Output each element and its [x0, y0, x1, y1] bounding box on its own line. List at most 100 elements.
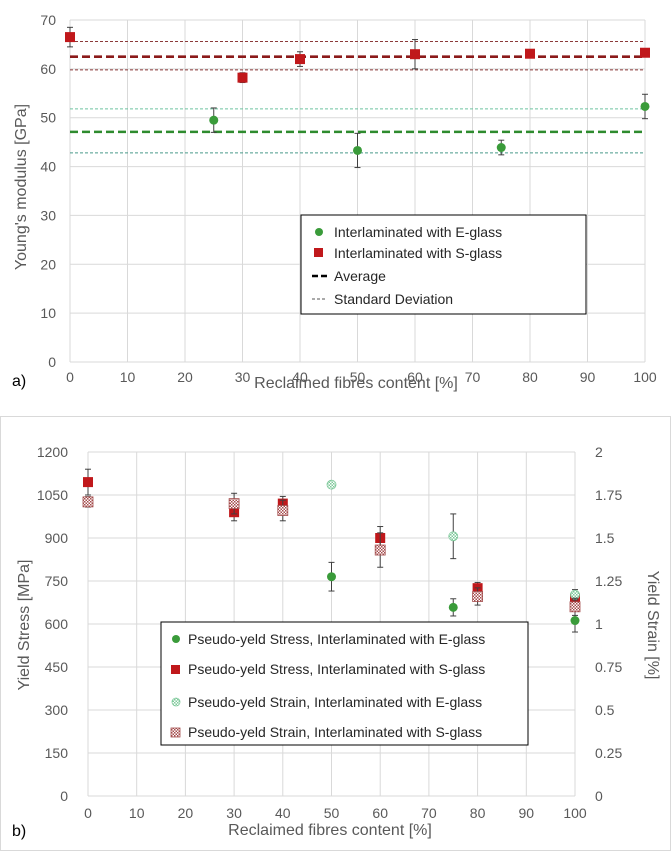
legend-marker-stress-e-b: [172, 635, 180, 643]
x-tick-label: 50: [350, 369, 366, 385]
data-point-strain-s-glass: [374, 544, 386, 556]
legend-marker-strain-s-b: [170, 727, 181, 738]
y-tick-label: 300: [45, 702, 69, 718]
x-tick-label: 70: [465, 369, 481, 385]
y2-tick-label: 1.5: [595, 530, 615, 546]
x-axis-label-a: Reclaimed fibres content [%]: [254, 375, 458, 392]
y-tick-label: 10: [40, 305, 56, 321]
x-tick-label: 90: [580, 369, 596, 385]
legend-marker-e-glass-a: [315, 228, 323, 236]
y-tick-label: 0: [60, 788, 68, 804]
legend-label: Pseudo-yeld Stress, Interlaminated with …: [188, 661, 485, 677]
data-point-e-glass: [640, 101, 650, 111]
legend-label: Pseudo-yeld Strain, Interlaminated with …: [188, 724, 482, 740]
y-tick-label: 750: [45, 573, 69, 589]
y2-tick-label: 0.25: [595, 745, 622, 761]
x-tick-label: 40: [275, 805, 291, 821]
legend-label: Interlaminated with E-glass: [334, 224, 502, 240]
data-marks-b: [82, 468, 581, 633]
data-point-s-glass: [525, 48, 535, 59]
data-point-s-glass: [410, 49, 420, 60]
x-tick-label: 40: [292, 369, 308, 385]
legend-label: Interlaminated with S-glass: [334, 245, 502, 261]
data-point-e-glass: [209, 115, 219, 125]
y2-tick-label: 1.25: [595, 573, 622, 589]
legend-label: Standard Deviation: [334, 291, 453, 307]
legend-a: Interlaminated with E-glass Interlaminat…: [300, 214, 587, 315]
y-tick-label: 900: [45, 530, 69, 546]
y-tick-label: 60: [40, 61, 56, 77]
data-point-e-glass: [496, 143, 506, 153]
y-tick-label: 1050: [37, 487, 68, 503]
y-tick-label: 150: [45, 745, 69, 761]
x-tick-label: 20: [177, 369, 193, 385]
y2-axis-label-b: Yield Strain [%]: [644, 571, 661, 680]
data-point-strain-s-glass: [82, 496, 94, 508]
data-point-s-glass: [640, 47, 650, 58]
y2-tick-label: 2: [595, 444, 603, 460]
legend-label: Pseudo-yeld Stress, Interlaminated with …: [188, 631, 485, 647]
y-tick-label: 50: [40, 110, 56, 126]
x-tick-label: 30: [235, 369, 251, 385]
legend-marker-strain-e-b: [171, 697, 181, 707]
chart-b: 0 10 20 30 40 50 60 70 80 90 100015030045060075090…: [0, 416, 671, 851]
y-tick-label: 0: [48, 354, 56, 370]
data-point-e-glass: [353, 145, 362, 155]
panel-label-b: b): [12, 823, 26, 840]
ticks-a: 0 10 20 30 40 50 60 70 80 90 100 0 10 20 30 40 50 60 70: [40, 12, 656, 385]
x-tick-label: 80: [522, 369, 538, 385]
panel-label-a: a): [12, 373, 26, 390]
data-point-stress-e-glass: [448, 602, 458, 612]
data-point-s-glass: [65, 32, 75, 43]
data-point-strain-s-glass: [472, 591, 484, 602]
y-tick-label: 1200: [37, 444, 68, 460]
data-point-strain-s-glass: [569, 601, 581, 613]
chart-a: 0 10 20 30 40 50 60 70 80 90 100 0 10 20 30 40 50 60 70 Yo…: [12, 12, 657, 392]
x-tick-label: 30: [226, 805, 242, 821]
x-tick-label: 10: [129, 805, 145, 821]
y-tick-label: 40: [40, 159, 56, 175]
legend-label: Average: [334, 268, 386, 284]
y-tick-label: 70: [40, 12, 56, 28]
data-point-strain-s-glass: [277, 505, 289, 516]
data-point-strain-s-glass: [228, 498, 240, 510]
x-tick-label: 100: [633, 369, 657, 385]
data-point-s-glass: [237, 72, 248, 83]
data-point-stress-e-glass: [570, 616, 580, 626]
data-point-stress-e-glass: [327, 572, 336, 582]
x-axis-label-b: Reclaimed fibres content [%]: [228, 822, 432, 839]
x-tick-label: 100: [563, 805, 587, 821]
legend-marker-s-glass-a: [314, 248, 323, 257]
legend-label: Pseudo-yeld Strain, Interlaminated with …: [188, 694, 482, 710]
x-tick-label: 60: [372, 805, 388, 821]
y2-tick-label: 1.75: [595, 487, 622, 503]
y-axis-label-a: Young's modulus [GPa]: [13, 104, 30, 270]
x-tick-label: 70: [421, 805, 437, 821]
x-tick-label: 60: [407, 369, 423, 385]
data-point-strain-e-glass: [448, 531, 459, 542]
x-tick-label: 0: [66, 369, 74, 385]
y2-tick-label: 0.75: [595, 659, 622, 675]
y2-tick-label: 1: [595, 616, 603, 632]
x-tick-label: 10: [120, 369, 136, 385]
x-tick-label: 90: [519, 805, 535, 821]
data-marks-a: [65, 26, 650, 169]
y2-tick-label: 0: [595, 788, 603, 804]
y2-tick-label: 0.5: [595, 702, 615, 718]
data-point-s-glass: [295, 54, 305, 65]
data-point-stress-s-glass: [83, 477, 93, 488]
y-tick-label: 20: [40, 256, 56, 272]
y-tick-label: 450: [45, 659, 69, 675]
y-axis-label-b: Yield Stress [MPa]: [16, 559, 33, 690]
y-tick-label: 600: [45, 616, 69, 632]
ticks-b: 0 10 20 30 40 50 60 70 80 90 100015030045060075090…: [37, 444, 623, 821]
x-tick-label: 20: [178, 805, 194, 821]
legend-marker-stress-s-b: [171, 665, 180, 674]
data-point-strain-e-glass: [326, 479, 337, 490]
y-tick-label: 30: [40, 207, 56, 223]
legend-b: Pseudo-yeld Stress, Interlaminated with …: [160, 621, 529, 746]
x-tick-label: 80: [470, 805, 486, 821]
x-tick-label: 50: [324, 805, 340, 821]
x-tick-label: 0: [84, 805, 92, 821]
